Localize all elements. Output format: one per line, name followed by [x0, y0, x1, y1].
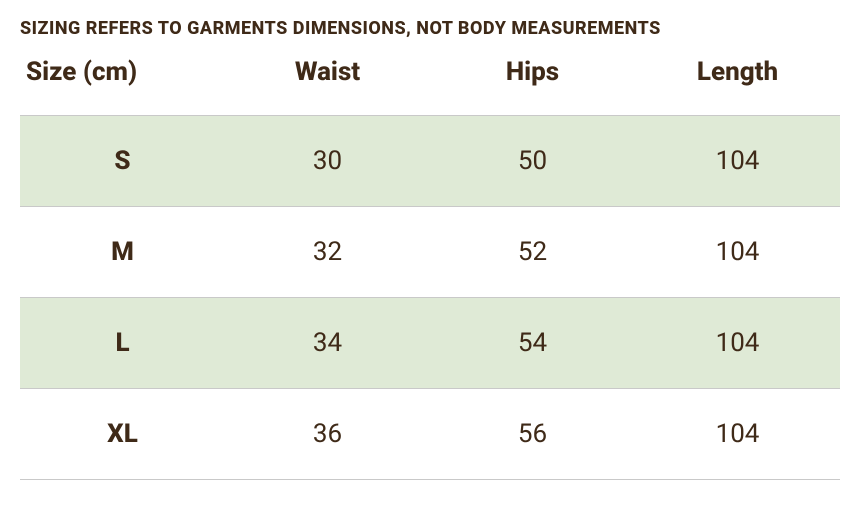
cell-length: 104: [635, 298, 840, 389]
col-size: Size (cm): [20, 49, 225, 116]
table-row: M 32 52 104: [20, 207, 840, 298]
cell-hips: 54: [430, 298, 635, 389]
sizing-note: SIZING REFERS TO GARMENTS DIMENSIONS, NO…: [20, 18, 840, 39]
table-row: XL 36 56 104: [20, 389, 840, 480]
cell-size: S: [20, 116, 225, 207]
size-table: Size (cm) Waist Hips Length S 30 50 104 …: [20, 49, 840, 480]
cell-length: 104: [635, 116, 840, 207]
table-header-row: Size (cm) Waist Hips Length: [20, 49, 840, 116]
cell-length: 104: [635, 207, 840, 298]
cell-size: M: [20, 207, 225, 298]
cell-hips: 52: [430, 207, 635, 298]
cell-size: L: [20, 298, 225, 389]
cell-hips: 50: [430, 116, 635, 207]
cell-length: 104: [635, 389, 840, 480]
cell-waist: 32: [225, 207, 430, 298]
cell-waist: 36: [225, 389, 430, 480]
table-row: L 34 54 104: [20, 298, 840, 389]
col-waist: Waist: [225, 49, 430, 116]
table-row: S 30 50 104: [20, 116, 840, 207]
cell-waist: 30: [225, 116, 430, 207]
cell-size: XL: [20, 389, 225, 480]
col-length: Length: [635, 49, 840, 116]
cell-waist: 34: [225, 298, 430, 389]
col-hips: Hips: [430, 49, 635, 116]
cell-hips: 56: [430, 389, 635, 480]
